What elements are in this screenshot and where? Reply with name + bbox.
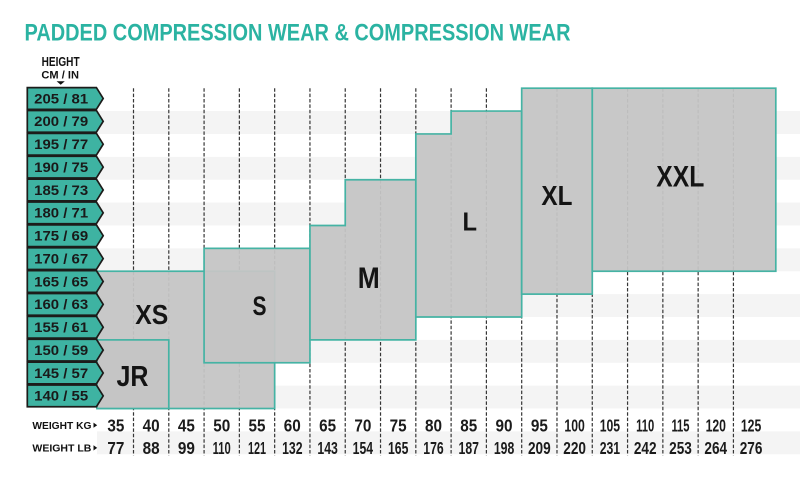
svg-text:XS: XS (135, 299, 168, 330)
svg-text:120: 120 (706, 415, 727, 435)
svg-text:65: 65 (319, 415, 336, 435)
svg-text:140 / 55: 140 / 55 (34, 389, 89, 404)
svg-text:XXL: XXL (656, 160, 704, 193)
svg-text:231: 231 (600, 438, 621, 458)
svg-text:60: 60 (284, 415, 301, 435)
svg-text:110: 110 (213, 438, 231, 458)
svg-text:WEIGHT LB: WEIGHT LB (32, 444, 91, 455)
svg-text:155 / 61: 155 / 61 (34, 320, 89, 335)
svg-text:132: 132 (282, 438, 303, 458)
svg-text:180 / 71: 180 / 71 (34, 206, 89, 221)
svg-text:40: 40 (143, 415, 160, 435)
svg-text:90: 90 (496, 415, 513, 435)
svg-text:110: 110 (636, 415, 654, 435)
svg-text:205 / 81: 205 / 81 (34, 91, 89, 106)
svg-text:242: 242 (634, 438, 657, 458)
svg-text:CM / IN: CM / IN (41, 69, 79, 81)
svg-text:JR: JR (117, 361, 149, 393)
svg-text:264: 264 (704, 438, 727, 458)
svg-text:187: 187 (459, 438, 479, 458)
svg-text:190 / 75: 190 / 75 (34, 160, 89, 175)
svg-text:70: 70 (354, 415, 371, 435)
svg-text:145 / 57: 145 / 57 (34, 366, 88, 381)
svg-text:115: 115 (671, 415, 689, 435)
svg-text:100: 100 (564, 415, 585, 435)
svg-text:45: 45 (178, 415, 195, 435)
svg-text:165 / 65: 165 / 65 (34, 274, 89, 289)
svg-text:143: 143 (317, 438, 338, 458)
svg-text:176: 176 (423, 438, 444, 458)
svg-text:200 / 79: 200 / 79 (34, 114, 88, 129)
svg-text:185 / 73: 185 / 73 (34, 183, 88, 198)
svg-text:L: L (463, 206, 478, 236)
svg-text:160 / 63: 160 / 63 (34, 297, 88, 312)
svg-text:170 / 67: 170 / 67 (34, 251, 88, 266)
svg-text:77: 77 (107, 438, 124, 458)
svg-text:M: M (358, 262, 380, 295)
svg-text:HEIGHT: HEIGHT (42, 54, 80, 69)
svg-text:195 / 77: 195 / 77 (34, 137, 88, 152)
svg-text:125: 125 (741, 415, 762, 435)
svg-text:165: 165 (388, 438, 409, 458)
svg-text:121: 121 (248, 438, 266, 458)
svg-text:276: 276 (740, 438, 763, 458)
svg-text:175 / 69: 175 / 69 (34, 229, 88, 244)
svg-text:XL: XL (541, 180, 572, 211)
svg-text:95: 95 (531, 415, 548, 435)
svg-text:253: 253 (669, 438, 692, 458)
svg-text:50: 50 (213, 415, 230, 435)
svg-text:198: 198 (494, 438, 515, 458)
svg-text:88: 88 (143, 438, 160, 458)
svg-text:PADDED COMPRESSION WEAR & COMP: PADDED COMPRESSION WEAR & COMPRESSION WE… (25, 20, 571, 47)
svg-text:80: 80 (425, 415, 442, 435)
svg-text:55: 55 (249, 415, 266, 435)
svg-text:75: 75 (390, 415, 407, 435)
svg-text:154: 154 (353, 438, 374, 458)
svg-text:WEIGHT KG: WEIGHT KG (32, 421, 91, 432)
svg-text:220: 220 (563, 438, 586, 458)
svg-text:99: 99 (178, 438, 195, 458)
svg-text:85: 85 (460, 415, 477, 435)
svg-text:S: S (253, 291, 267, 321)
svg-text:105: 105 (600, 415, 621, 435)
svg-text:35: 35 (107, 415, 124, 435)
svg-text:209: 209 (528, 438, 551, 458)
svg-text:150 / 59: 150 / 59 (34, 343, 88, 358)
